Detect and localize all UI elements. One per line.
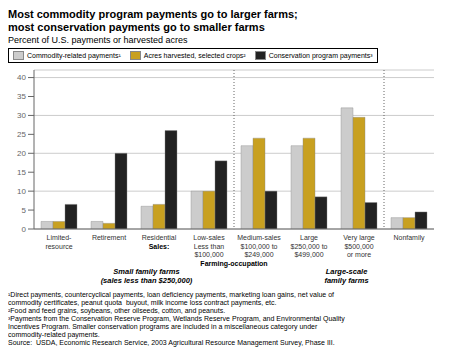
html-text:³Payments from the Conservatio: ³Payments from the Conservation Reserve … bbox=[8, 315, 345, 322]
html-text:Acres harvested, selected crop: Acres harvested, selected crops² bbox=[143, 52, 246, 59]
svg-text:Retirement: Retirement bbox=[92, 234, 126, 241]
svg-text:family farms: family farms bbox=[324, 276, 368, 285]
svg-text:Very large: Very large bbox=[343, 234, 375, 242]
svg-text:35: 35 bbox=[17, 92, 26, 101]
html-text:²Food and feed grains, soybean: ²Food and feed grains, soybeans, other o… bbox=[8, 307, 226, 314]
html-text:Percent of U.S. payments or ha: Percent of U.S. payments or harvested ac… bbox=[8, 35, 188, 45]
svg-text:$500,000: $500,000 bbox=[344, 243, 373, 250]
html-text:Source: USDA, Economic Researc: Source: USDA, Economic Research Service,… bbox=[8, 339, 335, 346]
html-text:¹Direct payments, countercycli: ¹Direct payments, countercyclical paymen… bbox=[8, 291, 334, 298]
html-text:Commodity-related payments¹: Commodity-related payments¹ bbox=[27, 52, 121, 59]
svg-text:Farming-occupation: Farming-occupation bbox=[200, 260, 267, 268]
html-text:commodity certificates, peanut: commodity certificates, peanut quota buy… bbox=[8, 299, 277, 306]
svg-text:20: 20 bbox=[17, 149, 26, 158]
svg-text:Large-scale: Large-scale bbox=[325, 267, 368, 276]
svg-text:Small family farms: Small family farms bbox=[113, 267, 180, 276]
svg-text:25: 25 bbox=[17, 130, 26, 139]
svg-text:Low-sales: Low-sales bbox=[193, 234, 225, 241]
svg-text:Residential: Residential bbox=[142, 234, 177, 241]
svg-text:$100,000 to: $100,000 to bbox=[241, 243, 278, 250]
svg-text:30: 30 bbox=[17, 111, 26, 120]
svg-text:Large: Large bbox=[300, 234, 318, 242]
svg-text:15: 15 bbox=[17, 168, 26, 177]
svg-text:Less than: Less than bbox=[194, 243, 224, 250]
svg-text:0: 0 bbox=[22, 225, 27, 234]
svg-text:resource: resource bbox=[45, 243, 72, 250]
svg-text:(sales less than $250,000): (sales less than $250,000) bbox=[101, 276, 193, 285]
svg-text:$250,000 to: $250,000 to bbox=[291, 243, 328, 250]
html-text:Incentives Program. Smaller co: Incentives Program. Smaller conservation… bbox=[8, 323, 318, 330]
svg-text:Nonfamily: Nonfamily bbox=[393, 234, 425, 242]
svg-text:Limited-: Limited- bbox=[47, 234, 73, 241]
svg-text:Medium-sales: Medium-sales bbox=[237, 234, 281, 241]
svg-text:Sales:: Sales: bbox=[149, 243, 170, 250]
svg-text:10: 10 bbox=[17, 187, 26, 196]
html-text:commodity-related payments.: commodity-related payments. bbox=[8, 331, 100, 338]
svg-text:40: 40 bbox=[17, 73, 26, 82]
svg-text:5: 5 bbox=[22, 206, 27, 215]
html-text:Most commodity program payment: Most commodity program payments go to la… bbox=[8, 8, 298, 33]
svg-text:or more: or more bbox=[347, 251, 371, 258]
svg-text:$100,000: $100,000 bbox=[194, 251, 223, 258]
html-text:Conservation program payments³: Conservation program payments³ bbox=[268, 52, 373, 59]
svg-text:$249,000: $249,000 bbox=[244, 251, 273, 258]
svg-text:$499,000: $499,000 bbox=[294, 251, 323, 258]
